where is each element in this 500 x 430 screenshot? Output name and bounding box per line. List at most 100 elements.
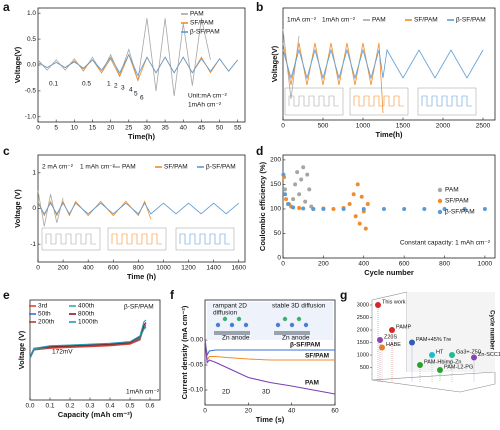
panel-letter: d — [256, 144, 263, 158]
annotation: 3D — [262, 389, 271, 396]
x-tick-label: 0 — [281, 261, 285, 268]
legend-label: 3rd — [38, 303, 48, 310]
legend-label: PAM — [372, 17, 386, 24]
point — [283, 187, 288, 192]
x-tick-label: 2000 — [436, 123, 451, 130]
annotation: 1mA cm⁻² — [287, 17, 317, 24]
x-tick-label: 2500 — [476, 123, 491, 130]
inset-wave — [353, 95, 404, 107]
annotation: rampant 2D — [213, 303, 247, 310]
point — [357, 221, 362, 226]
panel-letter: e — [3, 288, 10, 302]
ion — [229, 322, 235, 328]
point — [429, 352, 435, 358]
point — [321, 206, 326, 211]
x-tick-label: 25 — [125, 125, 133, 132]
y-tick-label: 0.5 — [27, 36, 36, 43]
annotation: β-SF/PAM — [124, 304, 154, 311]
x-tick-label: 600 — [108, 265, 119, 272]
point — [295, 170, 300, 175]
point — [422, 206, 427, 211]
point — [409, 339, 415, 346]
series-line — [282, 48, 484, 80]
y-tick-label: 0 — [32, 205, 36, 212]
annotation: Zn anode — [282, 335, 310, 342]
x-tick-label: 0.2 — [65, 403, 74, 410]
y-tick-label: 2000 — [357, 327, 369, 333]
y-tick-label: 1.0 — [27, 10, 36, 17]
y-tick-label: -1.0 — [25, 114, 37, 121]
x-tick-label: 0 — [36, 125, 40, 132]
x-tick-label: 800 — [133, 265, 144, 272]
x-tick-label: 10 — [71, 125, 79, 132]
x-tick-label: 40 — [180, 125, 188, 132]
point — [297, 205, 302, 210]
panel-letter: c — [3, 144, 10, 158]
point — [462, 206, 467, 211]
legend-label: SF/PAM — [445, 198, 469, 205]
x-tick-label: 55 — [234, 125, 242, 132]
point — [293, 182, 298, 187]
y-tick-label: 500 — [360, 365, 369, 371]
x-tick-label: 60 — [331, 408, 339, 415]
point — [299, 177, 304, 182]
annotation: 1mAh cm⁻² — [126, 389, 160, 396]
inset — [107, 227, 167, 251]
x-tick-label: 50 — [216, 125, 224, 132]
x-tick-label: 0.0 — [25, 403, 34, 410]
point — [379, 344, 385, 351]
ion — [236, 316, 242, 322]
point-label: PAM-Hbimp-Zn — [424, 359, 462, 365]
y-tick-label: 3000 — [357, 302, 369, 308]
point — [347, 202, 352, 207]
x-axis-label: Time(h) — [376, 130, 403, 139]
x-tick-label: 30 — [143, 125, 151, 132]
series-line — [29, 319, 147, 357]
axis-box — [371, 291, 496, 393]
y-axis-label: Current density (mA cm⁻²) — [180, 305, 189, 399]
point — [377, 337, 383, 343]
point — [389, 327, 395, 333]
point — [363, 226, 368, 231]
point — [417, 362, 423, 368]
x-tick-label: 0 — [203, 408, 207, 415]
annotation: 5 — [134, 91, 138, 98]
annotation: 3 — [121, 85, 125, 92]
back-plane — [407, 292, 495, 372]
point — [307, 187, 312, 192]
y-tick-label: 2500 — [357, 315, 369, 321]
annotation: 1 — [107, 81, 111, 88]
y-tick-label: -0.5 — [25, 88, 37, 95]
x-tick-label: 0 — [36, 265, 40, 272]
x-tick-label: 20 — [245, 408, 253, 415]
x-tick-label: 40 — [288, 408, 296, 415]
inset-wave — [421, 95, 472, 107]
legend-label: 800th — [78, 311, 95, 318]
x-tick-label: 5 — [54, 125, 58, 132]
x-tick-label: 1600 — [231, 265, 246, 272]
x-tick-label: 15 — [89, 125, 97, 132]
point — [301, 206, 306, 211]
x-tick-label: 0 — [281, 123, 285, 130]
legend-label: β-SF/PAM — [206, 164, 236, 171]
x-tick-label: 400 — [358, 261, 369, 268]
series-line — [37, 202, 239, 215]
x-axis-label: Time(h) — [128, 132, 155, 141]
point-label: PAMP — [396, 324, 412, 330]
x-tick-label: 1500 — [396, 123, 411, 130]
x-axis-label: Capacity (mAh cm⁻²) — [58, 410, 133, 419]
zn-anode — [274, 331, 310, 335]
x-tick-label: 45 — [198, 125, 206, 132]
ion — [282, 316, 288, 322]
plot-frame — [29, 299, 161, 401]
inset-box — [417, 87, 477, 116]
point-label: PAM+45% Tre — [416, 337, 451, 343]
x-tick-label: 600 — [399, 261, 410, 268]
series-line — [204, 339, 335, 357]
legend-label: SF/PAM — [414, 17, 438, 24]
legend-label: SF/PAM — [190, 20, 214, 27]
series-label: PAM — [305, 380, 319, 387]
x-tick-label: 500 — [318, 123, 329, 130]
point — [283, 192, 288, 197]
x-tick-label: 0.5 — [125, 403, 134, 410]
